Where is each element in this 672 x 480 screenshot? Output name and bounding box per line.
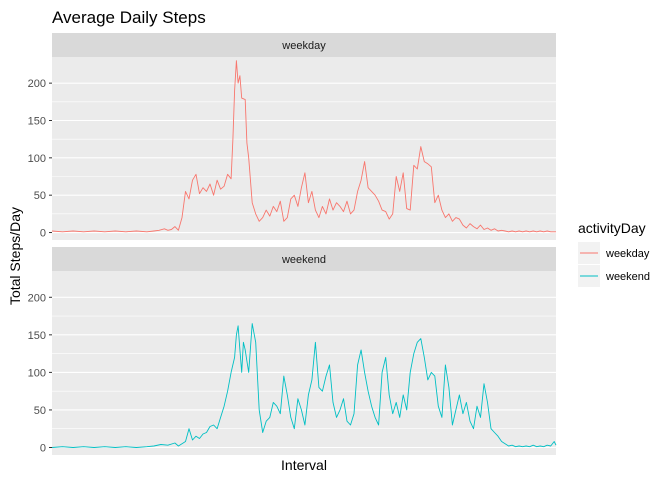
y-axis-title: Total Steps/Day <box>7 207 23 305</box>
y-tick-label: 50 <box>34 405 46 417</box>
y-tick-label: 50 <box>34 190 46 202</box>
chart-title: Average Daily Steps <box>52 8 206 27</box>
series-line-weekend <box>51 323 557 448</box>
facet-strip <box>52 247 556 271</box>
y-tick-label: 0 <box>40 442 46 454</box>
legend-item-weekday: weekday <box>578 242 650 264</box>
legend: activityDay weekday weekend <box>578 220 650 287</box>
y-tick-label: 200 <box>28 78 46 90</box>
facet-strip <box>52 33 556 57</box>
panel-background <box>52 57 556 240</box>
facet-panel-weekday: weekday 0 50 100 150 200 <box>28 33 556 240</box>
series-line-weekday <box>51 60 556 233</box>
legend-title: activityDay <box>578 220 646 236</box>
y-tick-label: 150 <box>28 330 46 342</box>
y-tick-label: 100 <box>28 153 46 165</box>
facet-strip-label: weekend <box>281 254 326 266</box>
facet-panel-weekend: weekend 0 50 100 150 200 <box>28 247 557 455</box>
y-tick-label: 0 <box>40 228 46 240</box>
legend-item-weekend: weekend <box>578 265 650 287</box>
x-axis-title: Interval <box>281 457 327 473</box>
panel-background <box>52 271 556 455</box>
legend-label: weekday <box>605 248 650 260</box>
y-tick-label: 150 <box>28 115 46 127</box>
facet-panels: weekday 0 50 100 150 200 weekend 0 50 100 150 200 <box>28 33 557 455</box>
legend-label: weekend <box>605 271 650 283</box>
y-tick-label: 200 <box>28 292 46 304</box>
y-tick-label: 100 <box>28 367 46 379</box>
facet-strip-label: weekday <box>281 40 326 52</box>
